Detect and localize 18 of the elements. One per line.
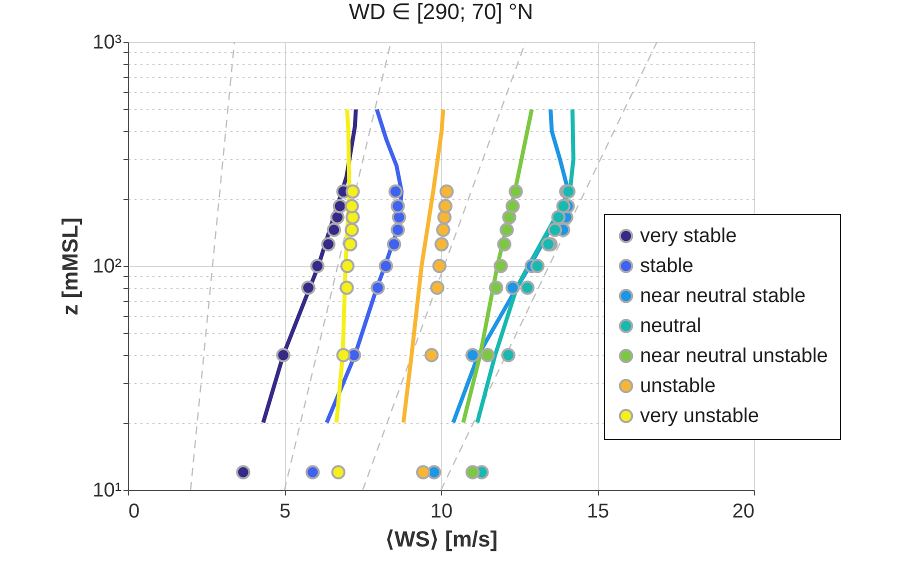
x-axis-title: ⟨WS⟩ [m/s] xyxy=(385,526,498,552)
x-tick-label: 15 xyxy=(586,500,610,522)
y-tick-label: 10² xyxy=(92,256,122,278)
legend-label: neutral xyxy=(640,315,702,337)
x-tick-label: 10 xyxy=(430,500,453,522)
chart-title: WD ∈ [290; 70] °N xyxy=(348,0,534,24)
legend-label: near neutral stable xyxy=(640,285,806,307)
x-tick-label: 20 xyxy=(732,500,754,522)
legend-label: near neutral unstable xyxy=(640,345,828,367)
y-axis-title: z [mMSL] xyxy=(58,218,83,316)
legend-label: stable xyxy=(640,255,694,277)
y-tick-label: 10¹ xyxy=(92,480,122,502)
legend-label: very unstable xyxy=(640,405,759,427)
legend-label: very stable xyxy=(640,225,737,247)
legend-label: unstable xyxy=(640,375,716,397)
y-tick-label: 10³ xyxy=(92,32,122,54)
x-tick-label: 5 xyxy=(279,500,291,522)
x-tick-label: 0 xyxy=(128,500,140,522)
